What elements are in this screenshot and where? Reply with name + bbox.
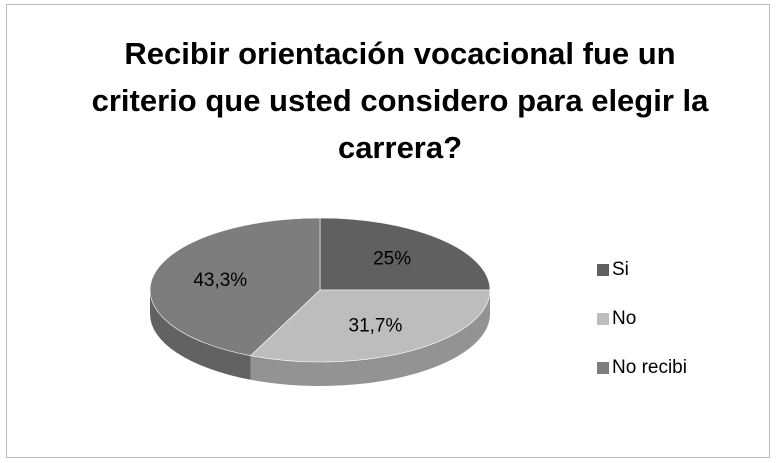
pie-slice: [249, 289, 491, 363]
chart-frame: [6, 4, 770, 458]
legend-label: No recibi: [612, 357, 687, 378]
legend-label: Si: [612, 259, 629, 280]
pie-side: [150, 290, 251, 380]
data-label: 31,7%: [349, 315, 403, 336]
legend-swatch: [597, 362, 609, 374]
legend-label: No: [612, 308, 636, 329]
data-label: 43,3%: [193, 270, 247, 291]
pie-slice: [319, 217, 491, 291]
data-label: 25%: [373, 248, 411, 269]
chart-title: Recibir orientación vocacional fue un cr…: [91, 36, 709, 165]
legend-swatch: [597, 264, 609, 276]
pie-slice: [149, 217, 321, 357]
legend-swatch: [597, 313, 609, 325]
